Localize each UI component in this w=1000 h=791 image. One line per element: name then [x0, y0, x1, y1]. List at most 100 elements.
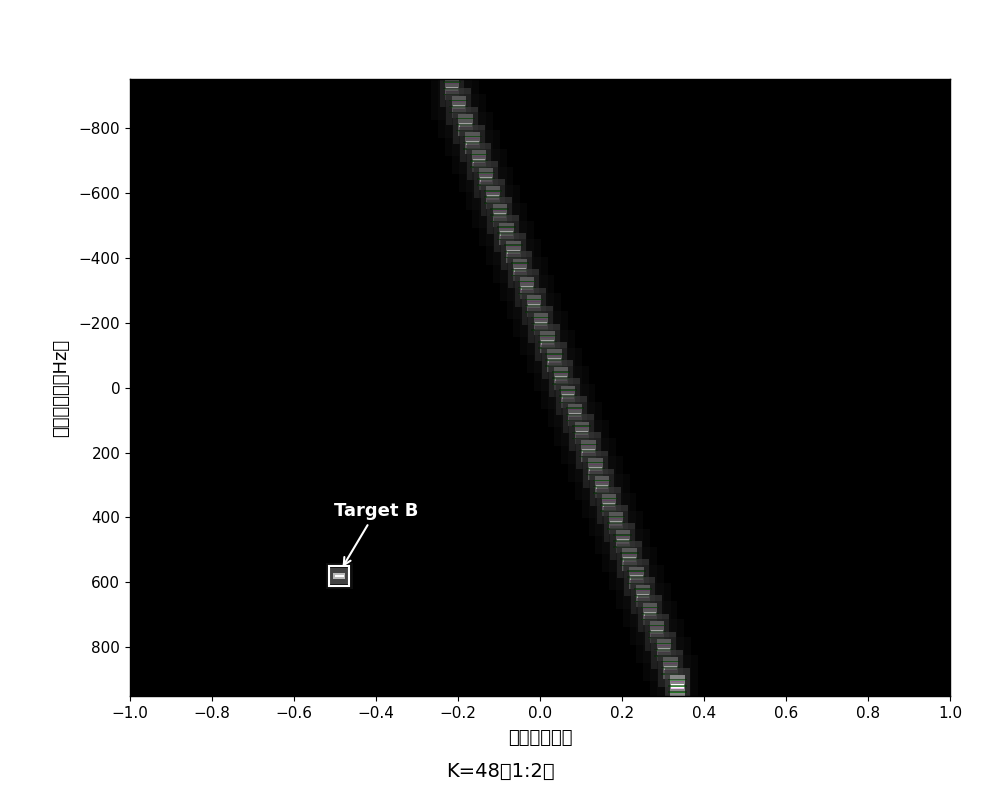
Bar — [656, 656, 671, 657]
Bar — [650, 626, 664, 627]
Bar — [507, 250, 520, 254]
Bar — [596, 489, 609, 490]
Bar — [641, 613, 659, 614]
Bar — [575, 438, 616, 500]
Bar — [497, 239, 516, 240]
Bar — [493, 221, 534, 282]
Bar — [634, 589, 652, 590]
Bar — [445, 94, 486, 156]
Bar — [642, 619, 658, 620]
Bar — [670, 676, 685, 698]
Bar — [593, 480, 611, 481]
Bar — [668, 691, 687, 693]
Bar — [477, 178, 495, 180]
Bar — [560, 396, 576, 398]
Bar — [595, 476, 609, 498]
Bar — [567, 408, 583, 409]
Bar — [534, 330, 575, 392]
Bar — [648, 625, 666, 626]
Bar — [615, 547, 630, 548]
Bar — [650, 634, 664, 635]
Bar — [533, 317, 548, 319]
Bar — [501, 233, 526, 271]
Bar — [497, 226, 516, 228]
Bar — [597, 486, 621, 524]
Bar — [486, 199, 500, 200]
Bar — [520, 293, 561, 355]
Bar — [637, 593, 649, 598]
Bar — [629, 577, 644, 579]
Bar — [581, 440, 596, 462]
Bar — [470, 160, 488, 161]
Bar — [473, 163, 486, 164]
Bar — [670, 692, 685, 693]
Bar — [629, 571, 644, 572]
Bar — [473, 156, 486, 157]
Bar — [623, 554, 636, 555]
Bar — [531, 317, 550, 318]
Bar — [623, 558, 636, 562]
Bar — [477, 184, 495, 186]
Bar — [486, 192, 500, 193]
Bar — [586, 462, 605, 464]
Bar — [654, 643, 673, 644]
Bar — [562, 395, 574, 399]
Bar — [547, 350, 562, 372]
Bar — [492, 216, 507, 217]
Bar — [547, 366, 562, 367]
Bar — [643, 608, 657, 609]
Bar — [525, 299, 543, 301]
Bar — [566, 414, 584, 415]
Bar — [600, 498, 618, 499]
Bar — [561, 402, 602, 464]
Bar — [538, 347, 557, 349]
Bar — [552, 371, 570, 373]
Bar — [590, 468, 614, 505]
Bar — [458, 125, 473, 126]
Bar — [471, 161, 487, 162]
Bar — [554, 384, 595, 445]
Bar — [478, 172, 494, 173]
Bar — [527, 308, 541, 309]
Bar — [451, 100, 466, 101]
Bar — [575, 422, 589, 444]
Bar — [671, 681, 684, 682]
Bar — [490, 221, 509, 222]
Bar — [613, 540, 632, 542]
Bar — [492, 209, 507, 210]
Bar — [601, 505, 617, 506]
Bar — [634, 595, 652, 596]
Bar — [484, 202, 502, 204]
Bar — [622, 565, 637, 566]
Bar — [650, 621, 664, 643]
Bar — [453, 104, 465, 109]
Bar — [579, 444, 598, 445]
Bar — [593, 486, 611, 487]
Bar — [574, 438, 589, 439]
Bar — [511, 274, 529, 276]
Bar — [624, 559, 649, 596]
Bar — [601, 498, 617, 499]
Bar — [538, 341, 557, 343]
Bar — [471, 154, 487, 156]
Bar — [490, 208, 509, 210]
Bar — [506, 252, 521, 253]
Bar — [472, 150, 486, 172]
Bar — [481, 179, 505, 216]
Bar — [467, 142, 491, 180]
Bar — [594, 493, 610, 494]
Bar — [627, 583, 646, 584]
Bar — [520, 290, 534, 291]
Bar — [541, 348, 582, 410]
Bar — [528, 304, 540, 308]
Bar — [493, 210, 506, 211]
Bar — [487, 195, 499, 199]
Bar — [485, 198, 501, 199]
Bar — [479, 174, 493, 175]
Bar — [526, 299, 542, 301]
Bar — [500, 232, 513, 236]
Bar — [575, 427, 588, 428]
Bar — [463, 136, 482, 137]
Bar — [645, 614, 669, 650]
Bar — [569, 414, 594, 452]
